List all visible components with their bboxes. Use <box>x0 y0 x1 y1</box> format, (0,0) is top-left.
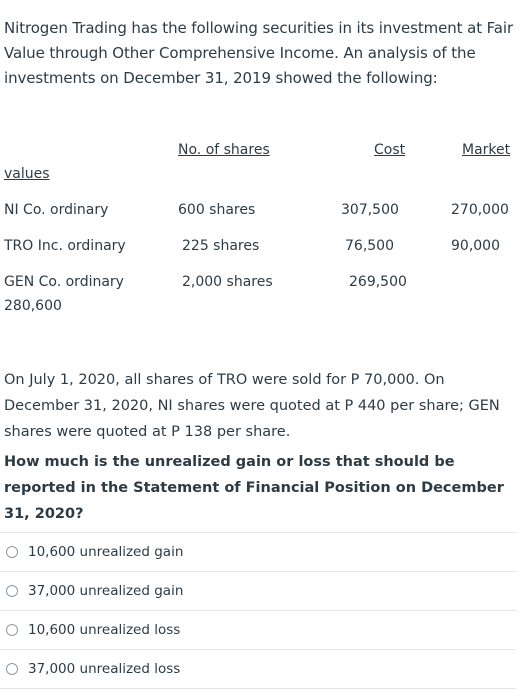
question-prompt: How much is the unrealized gain or loss … <box>4 454 504 522</box>
header-no-of-shares: No. of shares <box>178 142 270 158</box>
radio-button[interactable] <box>6 624 18 636</box>
row-cost: 269,500 <box>349 274 407 290</box>
row-name: GEN Co. ordinary <box>4 274 124 290</box>
answer-options: 10,600 unrealized gain 37,000 unrealized… <box>0 532 516 689</box>
question-paragraph: On July 1, 2020, all shares of TRO were … <box>4 372 500 440</box>
answer-option-label: 37,000 unrealized loss <box>28 661 181 677</box>
answer-option-label: 37,000 unrealized gain <box>28 583 184 599</box>
header-cost: Cost <box>374 142 406 158</box>
question-intro: Nitrogen Trading has the following secur… <box>4 19 514 87</box>
row-shares: 600 shares <box>178 202 256 218</box>
row-shares: 2,000 shares <box>182 274 273 290</box>
header-values: values <box>4 166 50 182</box>
row-cost: 307,500 <box>341 202 399 218</box>
radio-button[interactable] <box>6 663 18 675</box>
answer-option[interactable]: 37,000 unrealized loss <box>0 649 516 689</box>
header-market: Market <box>462 142 511 158</box>
answer-option-label: 10,600 unrealized gain <box>28 544 184 560</box>
answer-option[interactable]: 10,600 unrealized gain <box>0 532 516 571</box>
answer-option-label: 10,600 unrealized loss <box>28 622 181 638</box>
answer-option[interactable]: 10,600 unrealized loss <box>0 610 516 649</box>
radio-button[interactable] <box>6 585 18 597</box>
row-name: NI Co. ordinary <box>4 202 109 218</box>
row-name: TRO Inc. ordinary <box>4 238 126 254</box>
row-market: 280,600 <box>4 298 62 314</box>
answer-option[interactable]: 37,000 unrealized gain <box>0 571 516 610</box>
row-market: 270,000 <box>451 202 509 218</box>
row-market: 90,000 <box>451 238 500 254</box>
row-cost: 76,500 <box>345 238 394 254</box>
row-shares: 225 shares <box>182 238 260 254</box>
radio-button[interactable] <box>6 546 18 558</box>
